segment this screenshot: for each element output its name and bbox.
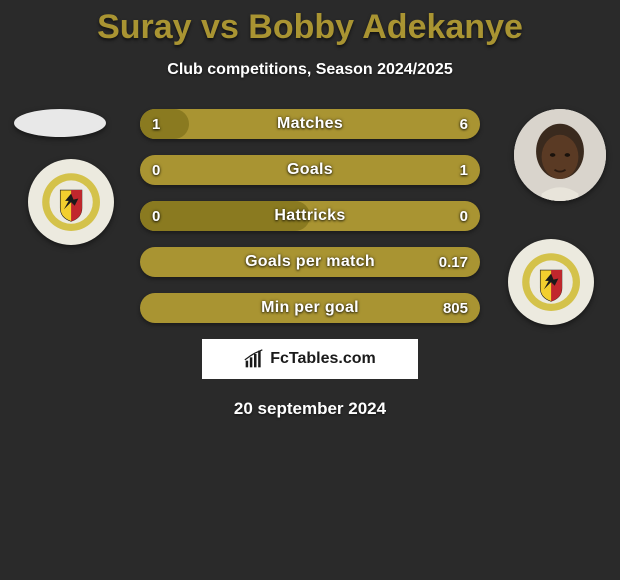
club-crest-icon <box>41 172 101 232</box>
club-crest-icon <box>521 252 581 312</box>
brand-badge: FcTables.com <box>202 339 418 379</box>
face-placeholder-icon <box>514 109 606 201</box>
comparison-panel: 16Matches 01Goals 00Hattricks 0.17Goals per… <box>0 109 620 419</box>
brand-text: FcTables.com <box>270 350 376 368</box>
stat-label: Matches <box>140 109 480 139</box>
stat-label: Min per goal <box>140 293 480 323</box>
player2-avatar <box>514 109 606 201</box>
stat-label: Hattricks <box>140 201 480 231</box>
stat-row: 00Hattricks <box>140 201 480 231</box>
date-text: 20 september 2024 <box>0 399 620 419</box>
stat-row: 16Matches <box>140 109 480 139</box>
subtitle: Club competitions, Season 2024/2025 <box>0 61 620 79</box>
page-title: Suray vs Bobby Adekanye <box>0 0 620 47</box>
stat-row: 0.17Goals per match <box>140 247 480 277</box>
stat-bars: 16Matches 01Goals 00Hattricks 0.17Goals per… <box>140 109 480 323</box>
player1-club-crest <box>28 159 114 245</box>
chart-icon <box>244 349 264 369</box>
player1-avatar <box>14 109 106 137</box>
stat-label: Goals <box>140 155 480 185</box>
stat-label: Goals per match <box>140 247 480 277</box>
stat-row: 805Min per goal <box>140 293 480 323</box>
stat-row: 01Goals <box>140 155 480 185</box>
player2-club-crest <box>508 239 594 325</box>
